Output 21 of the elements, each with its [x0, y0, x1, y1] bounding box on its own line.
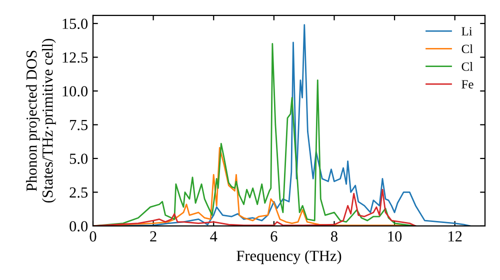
x-axis-title: Frequency (THz) [236, 250, 342, 264]
legend-label: Fe [462, 80, 474, 89]
y-tick-label: 7.5 [70, 120, 88, 130]
x-tick-label: 6 [270, 231, 278, 242]
x-tick-label: 10 [388, 231, 402, 242]
y-tick-label: 10.0 [62, 86, 88, 97]
legend-label: Cl [462, 44, 473, 54]
x-tick-label: 4 [210, 231, 218, 242]
y-tick-label: 5.0 [70, 154, 88, 164]
y-tick-label: 12.5 [62, 52, 88, 63]
legend-label: Li [462, 27, 472, 36]
y-tick-label: 15.0 [62, 18, 88, 30]
x-tick-label: 2 [150, 231, 156, 242]
x-tick-label: 12 [448, 231, 462, 242]
x-tick-label: 8 [330, 231, 338, 242]
y-axis-title: Phonon projected DOS (States/THz·primitive cell) [26, 38, 56, 203]
y-tick-label: 2.5 [70, 187, 88, 198]
line-series [93, 188, 416, 226]
legend-label: Cl [462, 62, 473, 71]
y-tick-label: 0.0 [70, 221, 88, 232]
x-tick-label: 0 [90, 231, 96, 242]
